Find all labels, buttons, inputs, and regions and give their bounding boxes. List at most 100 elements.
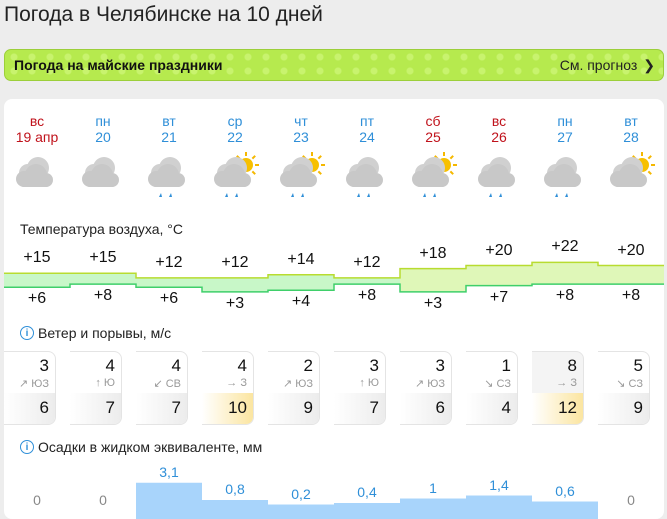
precip-section-label: i Осадки в жидком эквиваленте, мм xyxy=(20,439,262,455)
day-date: 25 xyxy=(400,129,466,145)
wind-direction: ↑ Ю xyxy=(70,377,115,393)
temp-max: +12 xyxy=(202,254,268,272)
wind-speed: 3 xyxy=(334,356,379,376)
see-forecast-label: См. прогноз xyxy=(560,57,638,73)
precip-value: 1,4 xyxy=(466,477,532,493)
day-of-week: вт xyxy=(598,113,664,129)
day-of-week: сб xyxy=(400,113,466,129)
day-of-week: вт xyxy=(136,113,202,129)
temp-range-bar xyxy=(202,278,268,292)
chevron-right-icon: ❯ xyxy=(643,57,655,74)
wind-cell: 5 ↘ СЗ 9 xyxy=(598,351,650,425)
temp-max: +12 xyxy=(334,254,400,272)
temp-range-bar xyxy=(466,266,532,286)
day-of-week: пн xyxy=(532,113,598,129)
temp-max: +14 xyxy=(268,251,334,269)
wind-cell: 3 ↑ Ю 7 xyxy=(334,351,386,425)
wind-cell: 3 ↗ ЮЗ 6 xyxy=(400,351,452,425)
precip-bar xyxy=(136,483,202,519)
wind-gust: 6 xyxy=(400,393,451,424)
temp-max: +22 xyxy=(532,238,598,256)
temp-max: +20 xyxy=(466,242,532,260)
temp-min: +6 xyxy=(4,290,70,308)
day-date: 28 xyxy=(598,129,664,145)
wind-gust: 7 xyxy=(70,393,121,424)
temp-range-bar xyxy=(532,262,598,284)
cloudy-rain-icon xyxy=(466,151,532,195)
cloudy-rain-icon xyxy=(136,151,202,195)
partly-cloudy-rain-icon xyxy=(268,151,334,195)
cloudy-icon xyxy=(4,151,70,195)
wind-gust: 7 xyxy=(136,393,187,424)
temp-range-bar xyxy=(4,273,70,287)
day-of-week: пн xyxy=(70,113,136,129)
temp-max: +20 xyxy=(598,242,664,260)
temp-min: +7 xyxy=(466,289,532,307)
wind-speed: 2 xyxy=(268,356,313,376)
temp-max: +15 xyxy=(70,249,136,267)
wind-speed: 5 xyxy=(598,356,643,376)
day-of-week: вс xyxy=(466,113,532,129)
wind-cell: 2 ↗ ЮЗ 9 xyxy=(268,351,320,425)
cloudy-icon xyxy=(70,151,136,195)
temp-range-bar xyxy=(70,273,136,284)
wind-speed: 4 xyxy=(136,356,181,376)
partly-cloudy-icon xyxy=(598,151,664,195)
wind-speed: 1 xyxy=(466,356,511,376)
temp-min: +8 xyxy=(70,287,136,305)
temp-label: Температура воздуха, °C xyxy=(20,221,183,237)
wind-gust: 9 xyxy=(268,393,319,424)
day-date: 23 xyxy=(268,129,334,145)
temp-min: +8 xyxy=(532,287,598,305)
partly-cloudy-rain-icon xyxy=(400,151,466,195)
may-holidays-banner[interactable]: Погода на майские праздники См. прогноз❯ xyxy=(4,49,664,81)
day-date: 24 xyxy=(334,129,400,145)
temp-max: +18 xyxy=(400,245,466,263)
temp-min: +8 xyxy=(334,287,400,305)
precip-value: 0,8 xyxy=(202,481,268,497)
precip-label: Осадки в жидком эквиваленте, мм xyxy=(38,439,262,455)
wind-direction: ↗ ЮЗ xyxy=(268,377,313,393)
day-date: 19 апр xyxy=(4,129,70,145)
wind-direction: ↗ ЮЗ xyxy=(400,377,445,393)
precip-value: 3,1 xyxy=(136,464,202,480)
temp-max: +15 xyxy=(4,249,70,267)
partly-cloudy-rain-icon xyxy=(202,151,268,195)
wind-cell: 4 → З 10 xyxy=(202,351,254,425)
wind-direction: ↘ СЗ xyxy=(466,377,511,393)
temp-min: +3 xyxy=(202,295,268,313)
wind-speed: 3 xyxy=(4,356,49,376)
info-icon[interactable]: i xyxy=(20,440,34,454)
wind-direction: ↗ ЮЗ xyxy=(4,377,49,393)
temp-range-bar xyxy=(268,275,334,291)
temp-min: +3 xyxy=(400,295,466,313)
day-of-week: пт xyxy=(334,113,400,129)
precip-value: 0,6 xyxy=(532,483,598,499)
wind-speed: 8 xyxy=(532,356,577,376)
precip-value: 0,4 xyxy=(334,484,400,500)
precip-value: 0,2 xyxy=(268,486,334,502)
wind-cell: 1 ↘ СЗ 4 xyxy=(466,351,518,425)
day-of-week: ср xyxy=(202,113,268,129)
wind-gust: 10 xyxy=(202,393,253,424)
wind-gust: 6 xyxy=(4,393,55,424)
day-date: 27 xyxy=(532,129,598,145)
day-of-week: вс xyxy=(4,113,70,129)
precip-bar xyxy=(334,503,400,519)
day-date: 26 xyxy=(466,129,532,145)
precip-bar xyxy=(466,496,532,519)
precip-value: 1 xyxy=(400,480,466,496)
page-title: Погода в Челябинске на 10 дней xyxy=(4,3,323,27)
temp-min: +6 xyxy=(136,290,202,308)
wind-gust: 9 xyxy=(598,393,649,424)
day-date: 20 xyxy=(70,129,136,145)
temp-min: +4 xyxy=(268,293,334,311)
temp-min: +8 xyxy=(598,287,664,305)
temp-range-bar xyxy=(400,269,466,292)
info-icon[interactable]: i xyxy=(20,326,34,340)
wind-gust: 12 xyxy=(532,393,583,424)
day-date: 22 xyxy=(202,129,268,145)
see-forecast-link[interactable]: См. прогноз ❯ xyxy=(560,57,655,74)
